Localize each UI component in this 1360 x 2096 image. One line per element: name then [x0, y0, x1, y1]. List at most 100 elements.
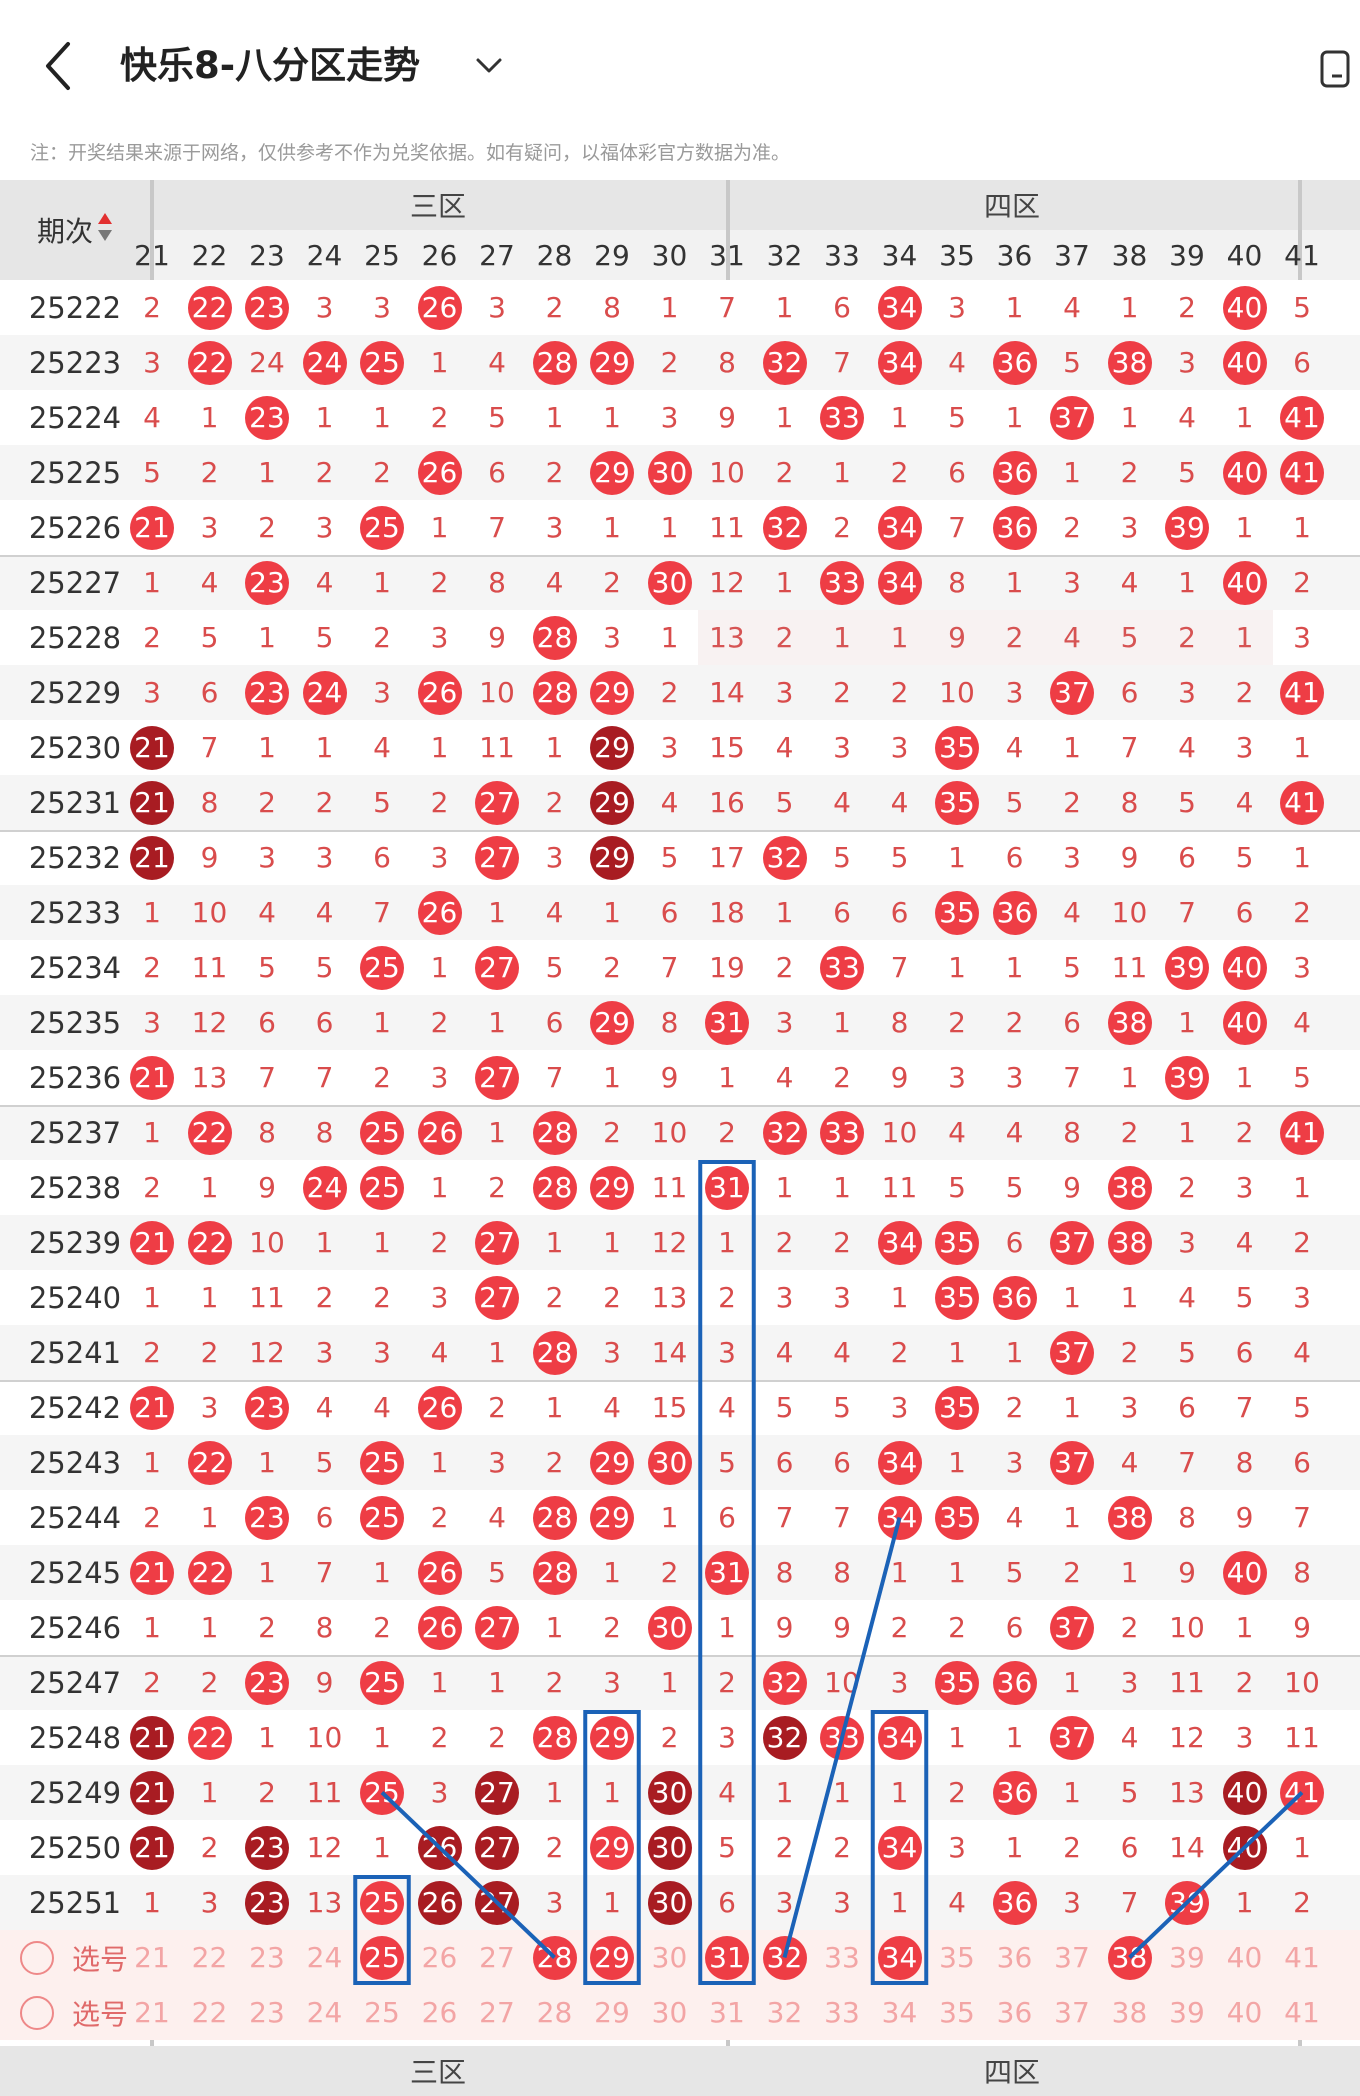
- row-highlight: [698, 610, 1274, 665]
- select-label: 选号: [71, 1997, 128, 2031]
- miss-count: 4: [1120, 566, 1139, 599]
- select-number[interactable]: 33: [824, 1941, 860, 1974]
- issue-number: 25223: [28, 345, 122, 380]
- table-row: [0, 1270, 1360, 1325]
- select-number[interactable]: 24: [306, 1941, 343, 1974]
- select-number[interactable]: 36: [996, 1996, 1033, 2029]
- select-number[interactable]: 30: [651, 1996, 688, 2029]
- select-number[interactable]: 41: [1284, 1941, 1320, 1974]
- column-number-header: 21: [134, 238, 170, 272]
- disclaimer-notice: 注：开奖结果来源于网络，仅供参考不作为兑奖依据。如有疑问，以福体彩官方数据为准。: [30, 142, 791, 164]
- miss-count: 5: [948, 401, 966, 434]
- select-number[interactable]: 21: [134, 1941, 170, 1974]
- select-number[interactable]: 24: [306, 1996, 343, 2029]
- miss-count: 7: [315, 1556, 334, 1589]
- miss-count: 1: [1235, 1611, 1254, 1644]
- select-number[interactable]: 26: [421, 1996, 458, 2029]
- select-number[interactable]: 41: [1284, 1996, 1320, 2029]
- select-number[interactable]: 40: [1226, 1996, 1263, 2029]
- select-number[interactable]: 31: [709, 1996, 745, 2029]
- sort-icon[interactable]: [97, 211, 113, 250]
- miss-count: 1: [890, 401, 909, 434]
- back-arrow-icon[interactable]: [40, 38, 80, 94]
- select-number[interactable]: 23: [249, 1941, 285, 1974]
- miss-count: 1: [200, 1501, 219, 1534]
- miss-count: 2: [1293, 566, 1311, 599]
- select-radio[interactable]: [20, 1995, 54, 2030]
- miss-count: 6: [833, 291, 851, 324]
- selected-ball[interactable]: 34: [877, 1935, 922, 1980]
- select-number[interactable]: 38: [1111, 1996, 1148, 2029]
- miss-count: 1: [660, 511, 679, 544]
- select-number[interactable]: 37: [1054, 1941, 1090, 1974]
- select-radio[interactable]: [20, 1940, 54, 1975]
- select-number[interactable]: 26: [421, 1941, 458, 1974]
- select-number[interactable]: 28: [536, 1996, 573, 2029]
- miss-count: 5: [1293, 1061, 1311, 1094]
- winning-ball: 36: [992, 505, 1037, 550]
- miss-count: 4: [1005, 731, 1024, 764]
- select-number[interactable]: 36: [996, 1941, 1033, 1974]
- miss-count: 24: [249, 346, 285, 379]
- miss-count: 1: [718, 1611, 736, 1644]
- select-number[interactable]: 40: [1226, 1941, 1263, 1974]
- select-number[interactable]: 23: [249, 1996, 285, 2029]
- miss-count: 11: [479, 731, 515, 764]
- miss-count: 4: [200, 566, 219, 599]
- chevron-down-icon[interactable]: [472, 50, 506, 80]
- issue-column-header[interactable]: 期次: [0, 180, 150, 280]
- select-number[interactable]: 33: [824, 1996, 860, 2029]
- select-number[interactable]: 25: [364, 1996, 400, 2029]
- selected-ball[interactable]: 25: [360, 1935, 404, 1980]
- select-number[interactable]: 35: [939, 1996, 975, 2029]
- miss-count: 2: [1005, 1391, 1024, 1424]
- miss-count: 5: [143, 456, 161, 489]
- select-number[interactable]: 32: [766, 1996, 803, 2029]
- select-number[interactable]: 34: [881, 1996, 918, 2029]
- winning-ball: 26: [417, 285, 462, 330]
- select-number[interactable]: 21: [134, 1996, 170, 2029]
- miss-count: 2: [315, 1281, 334, 1314]
- miss-count: 1: [430, 951, 449, 984]
- select-number[interactable]: 30: [651, 1941, 688, 1974]
- miss-count: 2: [890, 1611, 909, 1644]
- zone-label-4-bottom: 四区: [983, 2056, 1040, 2089]
- column-number-header: 29: [594, 238, 630, 272]
- winning-ball: 24: [302, 1165, 347, 1210]
- issue-number: 25222: [28, 290, 122, 325]
- select-number[interactable]: 37: [1054, 1996, 1090, 2029]
- winning-ball: 32: [762, 505, 807, 550]
- select-number[interactable]: 22: [191, 1996, 228, 2029]
- device-icon[interactable]: [1318, 46, 1360, 90]
- miss-count: 1: [200, 401, 219, 434]
- issue-number: 25246: [28, 1610, 122, 1645]
- winning-ball: 29: [590, 1495, 634, 1540]
- miss-count: 2: [603, 1611, 621, 1644]
- column-number-header: 22: [191, 238, 228, 272]
- issue-number: 25225: [28, 455, 122, 490]
- select-number[interactable]: 39: [1169, 1996, 1205, 2029]
- miss-count: 5: [1178, 456, 1196, 489]
- winning-ball: 41: [1280, 395, 1324, 440]
- selected-ball[interactable]: 29: [590, 1935, 634, 1980]
- select-number[interactable]: 29: [594, 1996, 630, 2029]
- miss-count: 2: [200, 1831, 219, 1864]
- miss-count: 3: [1063, 1886, 1081, 1919]
- miss-count: 5: [1063, 346, 1081, 379]
- select-number[interactable]: 39: [1169, 1941, 1205, 1974]
- select-number[interactable]: 35: [939, 1941, 975, 1974]
- miss-count: 4: [1178, 1281, 1196, 1314]
- winning-ball: 27: [475, 780, 519, 825]
- winning-ball: 21: [130, 1385, 174, 1430]
- select-number[interactable]: 27: [479, 1941, 515, 1974]
- winning-ball: 22: [187, 1440, 232, 1485]
- miss-count: 1: [775, 566, 794, 599]
- table-row: [0, 610, 1360, 665]
- miss-count: 1: [1005, 1336, 1024, 1369]
- miss-count: 3: [775, 1006, 794, 1039]
- select-number[interactable]: 22: [191, 1941, 228, 1974]
- select-number[interactable]: 27: [479, 1996, 515, 2029]
- page-title[interactable]: 快乐8-八分区走势: [120, 44, 421, 87]
- miss-count: 8: [1178, 1501, 1196, 1534]
- selected-ball[interactable]: 31: [705, 1935, 749, 1980]
